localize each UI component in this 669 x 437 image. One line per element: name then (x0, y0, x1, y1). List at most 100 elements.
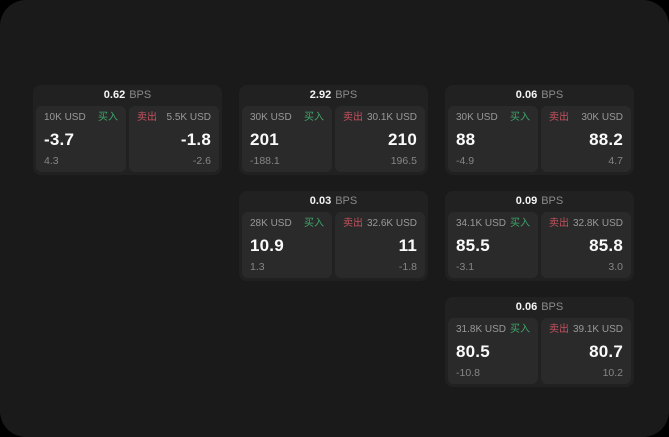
sell-panel-top-row: 卖出 32.6K USD (343, 218, 417, 229)
sell-side-label: 卖出 (549, 112, 569, 123)
buy-panel-top-row: 28K USD 买入 (250, 218, 324, 229)
quote-panels: 30K USD 买入 201 -188.1 卖出 30.1K USD 210 1… (239, 106, 428, 175)
bps-unit-label: BPS (541, 301, 564, 313)
quote-panels: 10K USD 买入 -3.7 4.3 卖出 5.5K USD -1.8 -2.… (33, 106, 222, 175)
buy-sub-value: 1.3 (250, 261, 265, 273)
bps-value: 2.92 (309, 89, 332, 101)
sell-side-label: 卖出 (549, 218, 569, 229)
sell-panel[interactable]: 卖出 39.1K USD 80.7 10.2 (541, 318, 631, 384)
buy-panel[interactable]: 30K USD 买入 201 -188.1 (242, 106, 332, 172)
buy-sub-value: -10.8 (456, 367, 480, 379)
buy-panel[interactable]: 10K USD 买入 -3.7 4.3 (36, 106, 126, 172)
bps-value: 0.06 (515, 89, 538, 101)
sell-sub-value: -1.8 (398, 261, 417, 273)
quote-panels: 28K USD 买入 10.9 1.3 卖出 32.6K USD 11 -1.8 (239, 212, 428, 281)
buy-amount: 28K USD (250, 218, 292, 229)
buy-panel-top-row: 30K USD 买入 (456, 112, 530, 123)
sell-panel-top-row: 卖出 30.1K USD (343, 112, 417, 123)
card-header: 2.92 BPS (239, 85, 428, 106)
card-header: 0.62 BPS (33, 85, 222, 106)
sell-panel-top-row: 卖出 32.8K USD (549, 218, 623, 229)
quote-card[interactable]: 2.92 BPS 30K USD 买入 201 -188.1 卖出 30.1K … (239, 85, 428, 175)
buy-sub-value: -3.1 (456, 261, 475, 273)
buy-amount: 31.8K USD (456, 324, 507, 335)
buy-sub-value: -188.1 (250, 155, 280, 167)
bps-value: 0.03 (309, 195, 332, 207)
sell-amount: 5.5K USD (166, 112, 211, 123)
bps-value: 0.09 (515, 195, 538, 207)
quote-card[interactable]: 0.03 BPS 28K USD 买入 10.9 1.3 卖出 32.6K US… (239, 191, 428, 281)
sell-amount: 32.8K USD (572, 218, 623, 229)
sell-main-value: 210 (388, 129, 417, 149)
sell-amount: 39.1K USD (572, 324, 623, 335)
bps-unit-label: BPS (541, 195, 564, 207)
sell-amount: 30.1K USD (366, 112, 417, 123)
buy-main-value: 201 (250, 129, 279, 149)
buy-sub-value: 4.3 (44, 155, 59, 167)
card-header: 0.03 BPS (239, 191, 428, 212)
buy-panel-top-row: 31.8K USD 买入 (456, 324, 530, 335)
quote-card[interactable]: 0.06 BPS 31.8K USD 买入 80.5 -10.8 卖出 39.1… (445, 297, 634, 387)
buy-main-value: 85.5 (456, 235, 490, 255)
buy-amount: 34.1K USD (456, 218, 507, 229)
sell-main-value: 88.2 (589, 129, 623, 149)
sell-main-value: 80.7 (589, 341, 623, 361)
buy-main-value: 10.9 (250, 235, 284, 255)
sell-sub-value: 196.5 (390, 155, 417, 167)
bps-value: 0.62 (103, 89, 126, 101)
cards-grid: 0.62 BPS 10K USD 买入 -3.7 4.3 卖出 5.5K USD… (33, 85, 634, 387)
quote-card[interactable]: 0.62 BPS 10K USD 买入 -3.7 4.3 卖出 5.5K USD… (33, 85, 222, 175)
sell-sub-value: 3.0 (608, 261, 623, 273)
buy-panel-top-row: 34.1K USD 买入 (456, 218, 530, 229)
buy-panel[interactable]: 34.1K USD 买入 85.5 -3.1 (448, 212, 538, 278)
quote-panels: 30K USD 买入 88 -4.9 卖出 30K USD 88.2 4.7 (445, 106, 634, 175)
bps-value: 0.06 (515, 301, 538, 313)
buy-side-label: 买入 (510, 218, 530, 229)
buy-side-label: 买入 (510, 324, 530, 335)
sell-panel-top-row: 卖出 39.1K USD (549, 324, 623, 335)
sell-main-value: 11 (398, 235, 417, 255)
sell-amount: 30K USD (581, 112, 623, 123)
buy-panel[interactable]: 30K USD 买入 88 -4.9 (448, 106, 538, 172)
sell-side-label: 卖出 (343, 218, 363, 229)
buy-side-label: 买入 (304, 218, 324, 229)
buy-amount: 10K USD (44, 112, 86, 123)
buy-side-label: 买入 (304, 112, 324, 123)
quote-panels: 31.8K USD 买入 80.5 -10.8 卖出 39.1K USD 80.… (445, 318, 634, 387)
buy-side-label: 买入 (98, 112, 118, 123)
sell-panel[interactable]: 卖出 5.5K USD -1.8 -2.6 (129, 106, 219, 172)
sell-side-label: 卖出 (549, 324, 569, 335)
sell-panel-top-row: 卖出 5.5K USD (137, 112, 211, 123)
sell-main-value: 85.8 (589, 235, 623, 255)
bps-unit-label: BPS (541, 89, 564, 101)
sell-panel[interactable]: 卖出 32.6K USD 11 -1.8 (335, 212, 425, 278)
buy-main-value: 88 (456, 129, 476, 149)
buy-main-value: -3.7 (44, 129, 75, 149)
buy-panel[interactable]: 31.8K USD 买入 80.5 -10.8 (448, 318, 538, 384)
quote-card[interactable]: 0.09 BPS 34.1K USD 买入 85.5 -3.1 卖出 32.8K… (445, 191, 634, 281)
buy-panel-top-row: 10K USD 买入 (44, 112, 118, 123)
buy-panel[interactable]: 28K USD 买入 10.9 1.3 (242, 212, 332, 278)
quote-card[interactable]: 0.06 BPS 30K USD 买入 88 -4.9 卖出 30K USD 8… (445, 85, 634, 175)
buy-sub-value: -4.9 (456, 155, 475, 167)
buy-amount: 30K USD (250, 112, 292, 123)
sell-panel[interactable]: 卖出 32.8K USD 85.8 3.0 (541, 212, 631, 278)
buy-side-label: 买入 (510, 112, 530, 123)
sell-amount: 32.6K USD (366, 218, 417, 229)
sell-main-value: -1.8 (180, 129, 211, 149)
bps-unit-label: BPS (335, 195, 358, 207)
buy-amount: 30K USD (456, 112, 498, 123)
sell-panel[interactable]: 卖出 30.1K USD 210 196.5 (335, 106, 425, 172)
card-header: 0.06 BPS (445, 297, 634, 318)
card-header: 0.06 BPS (445, 85, 634, 106)
sell-sub-value: 10.2 (602, 367, 623, 379)
buy-main-value: 80.5 (456, 341, 490, 361)
bps-unit-label: BPS (335, 89, 358, 101)
sell-sub-value: 4.7 (608, 155, 623, 167)
sell-side-label: 卖出 (137, 112, 157, 123)
sell-sub-value: -2.6 (192, 155, 211, 167)
bps-unit-label: BPS (129, 89, 152, 101)
sell-panel-top-row: 卖出 30K USD (549, 112, 623, 123)
sell-panel[interactable]: 卖出 30K USD 88.2 4.7 (541, 106, 631, 172)
